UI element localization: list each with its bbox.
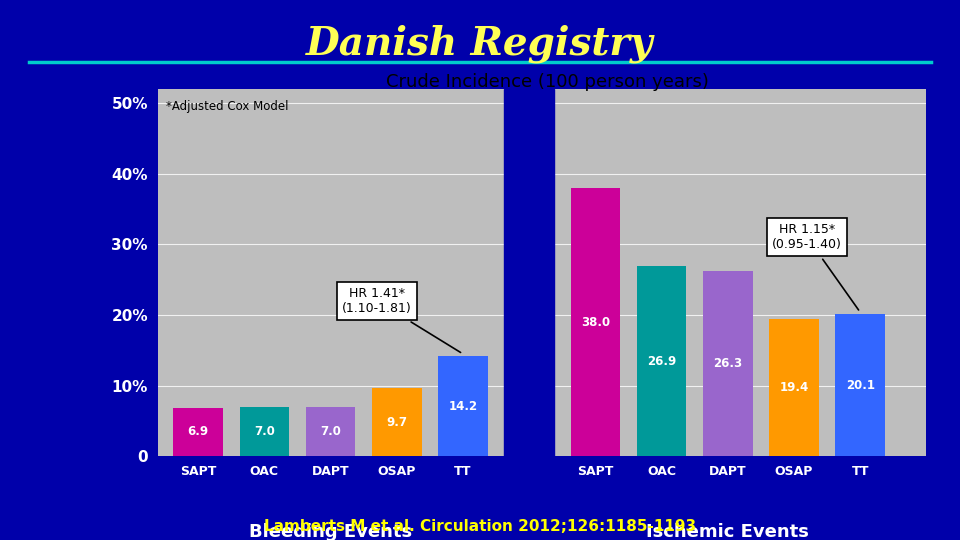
Text: 7.0: 7.0 (320, 425, 341, 438)
Text: Ischemic Events: Ischemic Events (646, 523, 809, 540)
Bar (570, 188, 620, 456)
Text: 20.1: 20.1 (846, 379, 875, 392)
Bar (372, 388, 421, 456)
Text: Crude Incidence (100 person years): Crude Incidence (100 person years) (386, 73, 708, 91)
Text: *Adjusted Cox Model: *Adjusted Cox Model (166, 100, 289, 113)
Bar (769, 319, 819, 456)
Bar (703, 271, 753, 456)
Text: HR 1.15*
(0.95-1.40): HR 1.15* (0.95-1.40) (772, 224, 858, 310)
Text: 19.4: 19.4 (780, 381, 808, 394)
Text: 7.0: 7.0 (253, 425, 275, 438)
Text: Lamberts M et al. Circulation 2012;126:1185-1193: Lamberts M et al. Circulation 2012;126:1… (264, 518, 696, 534)
Text: 6.9: 6.9 (187, 426, 208, 438)
Text: 14.2: 14.2 (448, 400, 477, 413)
Text: Bleeding Events: Bleeding Events (249, 523, 412, 540)
Text: HR 1.41*
(1.10-1.81): HR 1.41* (1.10-1.81) (342, 287, 461, 353)
Text: Danish Registry: Danish Registry (306, 24, 654, 63)
Bar (835, 314, 885, 456)
Bar (174, 408, 223, 456)
Bar (636, 266, 686, 456)
Bar (239, 407, 289, 456)
Text: 9.7: 9.7 (386, 416, 407, 429)
Text: 26.3: 26.3 (713, 357, 742, 370)
Text: 38.0: 38.0 (581, 316, 610, 329)
Bar (305, 407, 355, 456)
Bar (504, 89, 554, 456)
Bar (438, 356, 488, 456)
Text: 26.9: 26.9 (647, 355, 676, 368)
